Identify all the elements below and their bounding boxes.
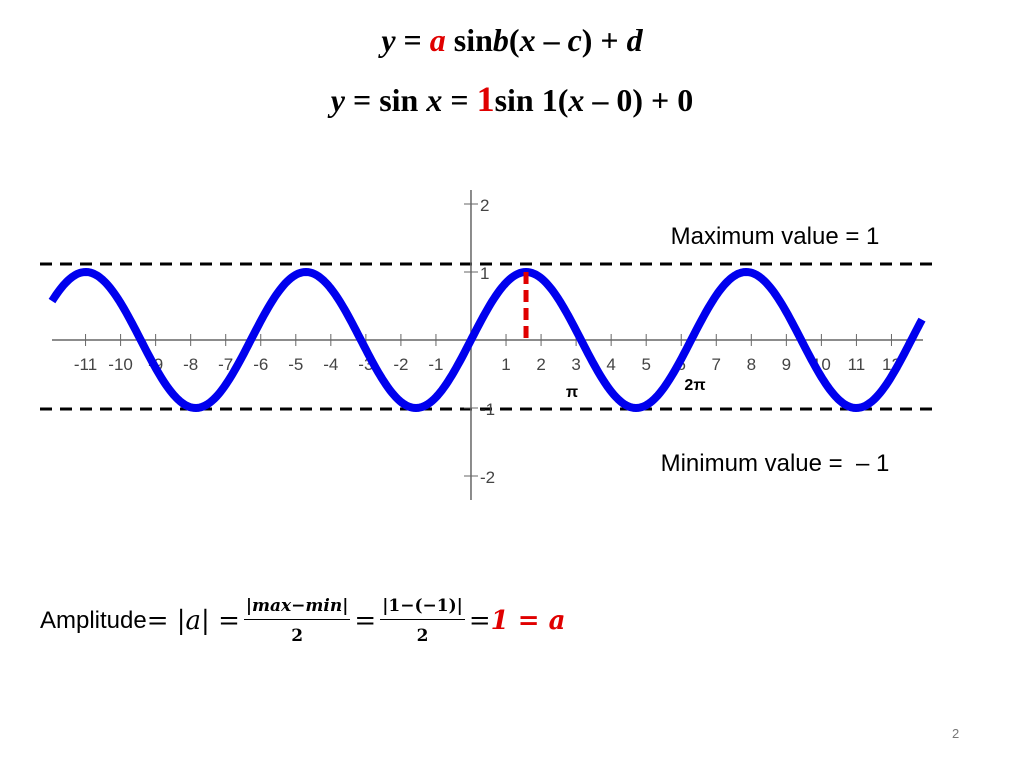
text: =: [468, 606, 491, 636]
text: y: [330, 82, 345, 118]
text: Amplitude: [40, 607, 147, 634]
text: 2: [416, 626, 429, 646]
y-tick-label: 2: [480, 196, 489, 215]
fraction: |1−(−1)| 2: [380, 596, 465, 646]
text: =: [403, 22, 422, 58]
annotation: Minimum value = – 1: [661, 450, 890, 477]
annotation: 2π: [684, 377, 705, 394]
x-tick-label: -6: [253, 355, 268, 374]
y-tick-label: -2: [480, 468, 495, 487]
text: |1−(−1)|: [380, 596, 465, 620]
x-tick-label: -11: [74, 355, 97, 374]
text: sin: [453, 22, 493, 58]
formula-specific: y = sin x = 1sin 1(x – 0) + 0: [0, 78, 1024, 120]
text: x: [519, 22, 536, 58]
x-tick-label: 2: [536, 355, 545, 374]
text: =: [352, 82, 372, 118]
x-tick-label: 5: [641, 355, 650, 374]
text: = |a| =: [146, 606, 240, 636]
text: sin 1(: [494, 82, 569, 118]
x-tick-label: -8: [183, 355, 198, 374]
x-tick-label: 8: [747, 355, 756, 374]
text: c: [567, 22, 582, 58]
x-tick-label: -2: [393, 355, 408, 374]
text: b: [492, 22, 509, 58]
x-tick-label: -7: [218, 355, 233, 374]
text: ): [581, 22, 593, 58]
text: x: [568, 82, 585, 118]
text: d: [626, 22, 643, 58]
x-tick-label: -4: [323, 355, 338, 374]
text: –: [543, 22, 560, 58]
fraction: |max−min| 2: [243, 596, 351, 646]
x-tick-label: 3: [571, 355, 580, 374]
annotation: Maximum value = 1: [671, 223, 880, 250]
text: y: [381, 22, 396, 58]
text: (: [508, 22, 520, 58]
annotation: π: [566, 384, 578, 401]
page-number: 2: [952, 726, 960, 741]
x-tick-label: 9: [782, 355, 791, 374]
y-tick-label: -1: [480, 400, 495, 419]
text: =: [354, 606, 377, 636]
text: 2: [291, 626, 304, 646]
text: |max−min|: [243, 596, 351, 620]
text: sin: [379, 82, 419, 118]
text: 1: [476, 79, 495, 119]
text: 1 = a: [490, 606, 566, 636]
text: a: [429, 22, 446, 58]
x-tick-label: 11: [848, 355, 866, 374]
x-tick-label: 7: [712, 355, 721, 374]
y-tick-label: 1: [480, 264, 489, 283]
text: x: [426, 82, 443, 118]
x-tick-label: -5: [288, 355, 303, 374]
x-tick-label: -1: [428, 355, 443, 374]
sine-curve: [48, 268, 926, 412]
formula-general: y = a sinb(x – c) + d: [0, 22, 1024, 59]
graph: Maximum value = 1 Minimum value = – 1 π …: [40, 190, 935, 500]
text: +: [600, 22, 619, 58]
x-tick-label: 4: [606, 355, 615, 374]
x-tick-label: -10: [108, 355, 133, 374]
text: =: [450, 82, 469, 118]
amplitude-formula: Amplitude = |a| = |max−min| 2 = |1−(−1)| 2…: [40, 596, 565, 646]
x-tick-label: 1: [501, 355, 510, 374]
text: – 0) + 0: [592, 82, 694, 118]
